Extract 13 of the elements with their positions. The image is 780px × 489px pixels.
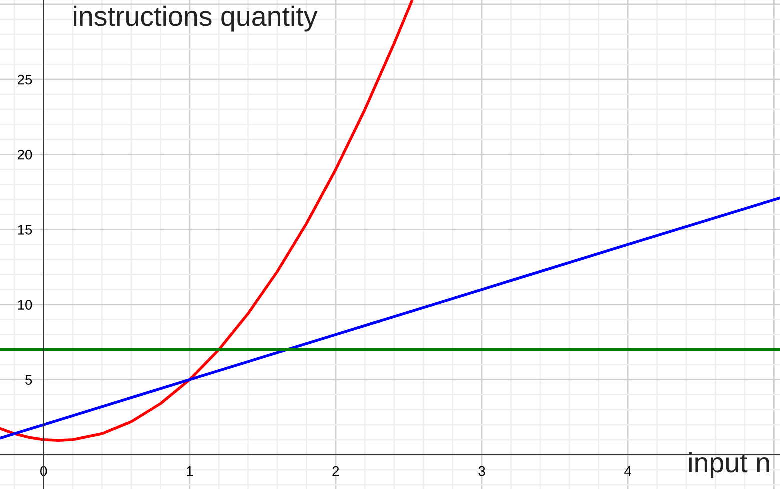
y-tick-label: 20 — [18, 150, 32, 160]
x-tick-label: 4 — [624, 466, 632, 476]
line-series — [0, 0, 414, 442]
y-tick-label: 10 — [18, 300, 32, 310]
x-tick-label: 2 — [332, 466, 340, 476]
y-tick-label: 5 — [26, 375, 32, 386]
x-tick-label: 1 — [187, 466, 194, 476]
line-series — [0, 196, 780, 440]
y-axis-title: instructions quantity — [74, 6, 318, 32]
y-tick-label: 25 — [18, 74, 32, 85]
x-tick-label: 3 — [478, 466, 486, 476]
y-tick-label: 15 — [18, 225, 32, 235]
x-axis-title: input n — [689, 452, 770, 478]
